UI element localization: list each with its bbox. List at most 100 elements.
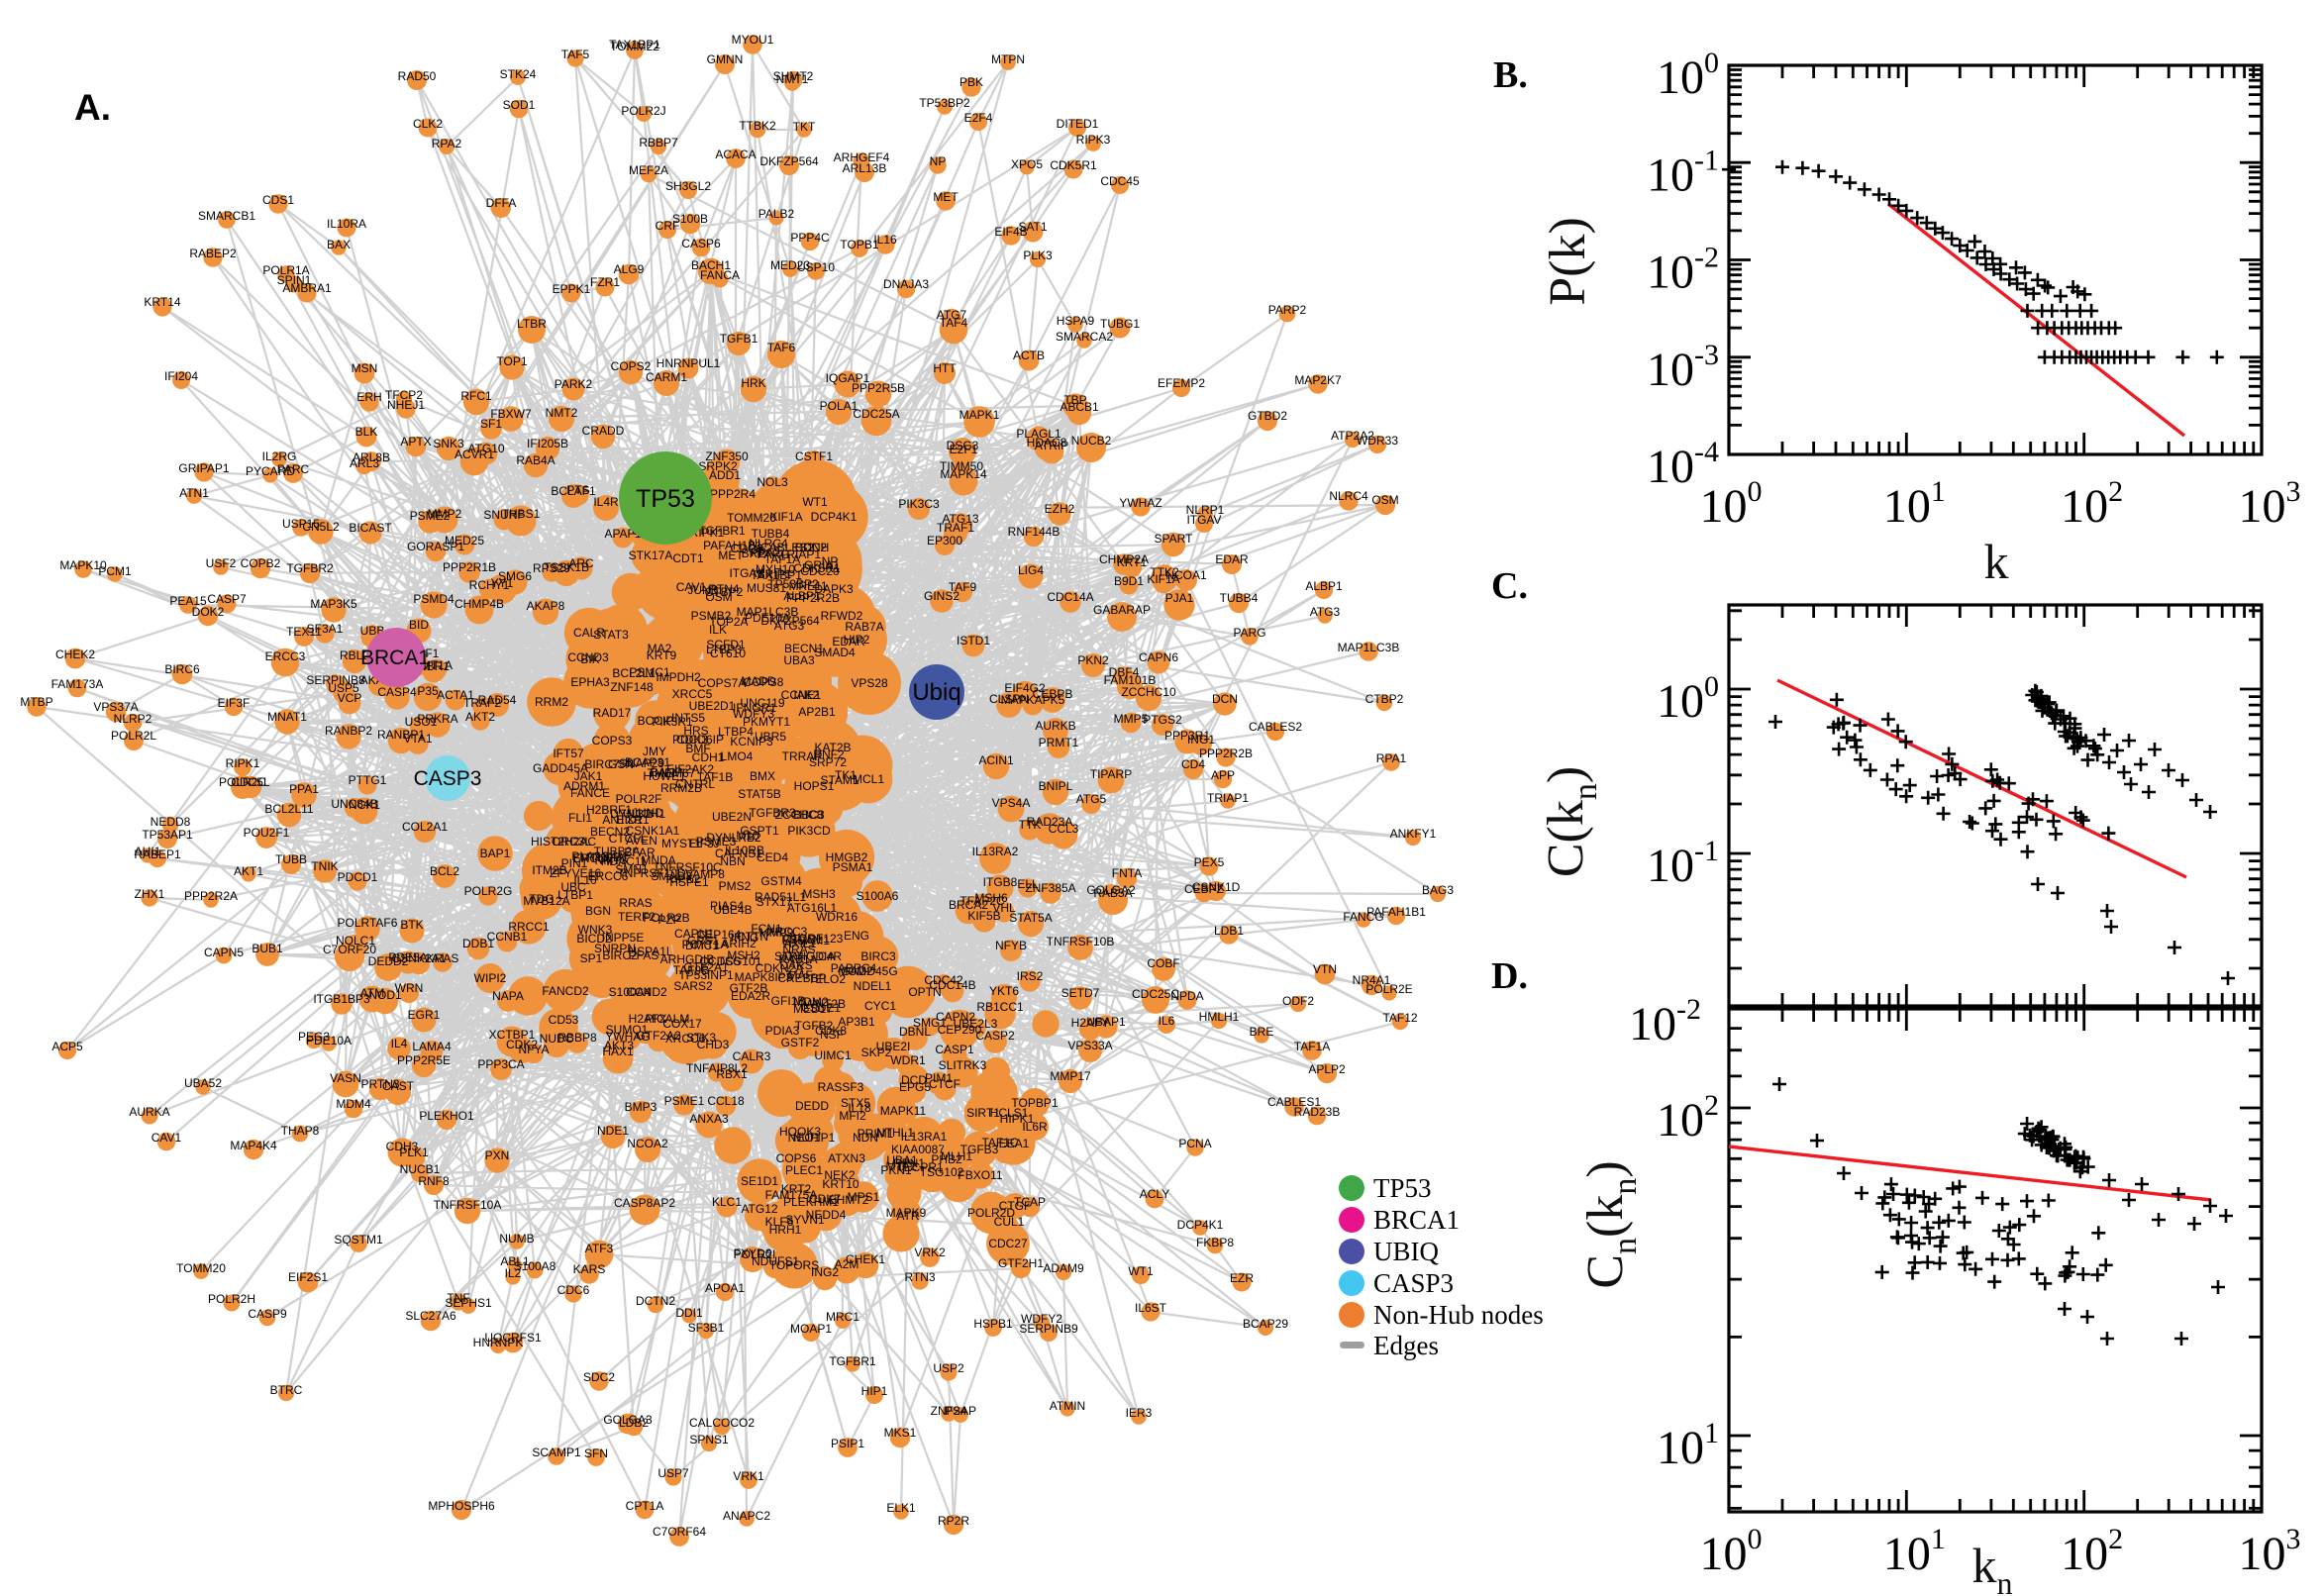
svg-text:PLEC1: PLEC1 [785,1163,823,1177]
svg-text:CDC45: CDC45 [1100,174,1140,188]
svg-text:DCTN2: DCTN2 [636,1294,675,1308]
svg-text:ELL: ELL [1017,877,1039,891]
svg-text:NLRP2: NLRP2 [114,712,152,726]
svg-text:ITGAV: ITGAV [729,566,763,580]
svg-text:IL10RA: IL10RA [327,217,366,231]
svg-text:OSM: OSM [705,590,732,604]
svg-text:XRCC6: XRCC6 [665,1032,706,1046]
svg-text:UBIQ: UBIQ [1373,1237,1439,1266]
svg-text:MNDA: MNDA [641,853,675,867]
svg-text:BFAR: BFAR [624,846,656,859]
svg-text:FAM101B: FAM101B [1104,673,1157,687]
svg-text:XRCC5: XRCC5 [672,687,713,701]
svg-text:CABLES2: CABLES2 [1249,720,1302,734]
svg-text:FANCD2: FANCD2 [542,984,589,998]
svg-text:IL6: IL6 [1159,1014,1175,1028]
svg-text:LRSAM1: LRSAM1 [782,934,830,948]
svg-text:CDC27: CDC27 [988,1237,1028,1250]
svg-text:EGR1: EGR1 [408,1008,441,1022]
svg-text:CCND2: CCND2 [626,985,667,999]
svg-text:MA2: MA2 [648,642,672,655]
svg-text:CDC14B: CDC14B [929,978,975,992]
svg-text:PKMYT1: PKMYT1 [743,715,790,729]
svg-text:TNFRSF10B: TNFRSF10B [1047,935,1115,948]
svg-text:TNF: TNF [447,1291,469,1305]
svg-text:KRT9: KRT9 [647,648,677,662]
svg-text:DDI1: DDI1 [675,1306,703,1320]
svg-text:ANTXR1: ANTXR1 [602,813,650,827]
svg-text:USF2: USF2 [206,556,237,570]
svg-text:TAF1B: TAF1B [697,770,733,784]
svg-text:RIPK2: RIPK2 [666,872,701,886]
svg-text:EIF4B: EIF4B [994,225,1027,239]
svg-text:PARK2: PARK2 [555,377,593,391]
svg-text:OSM: OSM [1371,493,1398,507]
svg-text:WDFY3: WDFY3 [733,707,774,721]
svg-text:SERPINB8: SERPINB8 [306,673,365,687]
svg-text:Edges: Edges [1373,1331,1439,1360]
svg-text:MKS1: MKS1 [884,1426,917,1440]
svg-text:SE1D1: SE1D1 [741,1174,778,1188]
svg-text:ATG16L1: ATG16L1 [787,901,838,915]
svg-text:COBF: COBF [1147,956,1179,970]
svg-text:ULK1: ULK1 [623,807,653,821]
svg-text:E2F4: E2F4 [964,111,993,125]
svg-text:TAF6: TAF6 [767,341,796,354]
svg-text:RRCC1: RRCC1 [508,920,550,934]
svg-text:ARHGEF4: ARHGEF4 [834,150,890,164]
svg-text:C.: C. [1491,565,1528,607]
svg-text:CSNK2A1: CSNK2A1 [392,951,447,965]
svg-text:YWHAZ: YWHAZ [1119,496,1162,510]
svg-text:JAK2: JAK2 [791,688,820,702]
svg-text:CEP164: CEP164 [697,928,742,942]
svg-text:CAPN5: CAPN5 [204,946,244,959]
svg-text:KAT2B: KAT2B [814,741,851,754]
svg-text:PRKRA: PRKRA [417,712,457,726]
svg-text:PPP2R5E: PPP2R5E [397,1053,451,1067]
svg-text:S100A8: S100A8 [514,1259,556,1273]
svg-text:FXYD6: FXYD6 [734,1247,772,1260]
svg-text:NRAS: NRAS [782,943,815,956]
svg-text:RRM2: RRM2 [535,695,568,709]
svg-text:COX17: COX17 [662,1017,702,1031]
svg-text:CAPN1: CAPN1 [674,927,714,941]
svg-text:AKT2: AKT2 [465,710,495,724]
svg-text:WIPI2: WIPI2 [474,971,507,985]
svg-text:NDEL1: NDEL1 [854,979,892,993]
svg-text:CDK7: CDK7 [809,1192,841,1206]
svg-text:ILK: ILK [709,623,727,637]
svg-text:GSTF2: GSTF2 [781,1036,820,1049]
svg-text:KRT10: KRT10 [822,1177,858,1191]
svg-text:RBX1: RBX1 [716,1067,748,1081]
svg-text:TOMM22: TOMM22 [610,40,659,53]
svg-text:PDCD6IP: PDCD6IP [672,733,724,747]
svg-text:MAP4K4: MAP4K4 [230,1139,277,1152]
svg-text:C1ORF123: C1ORF123 [783,932,844,946]
svg-text:GINS2: GINS2 [924,589,960,603]
svg-text:SPART: SPART [1155,532,1194,546]
svg-text:SMG6: SMG6 [498,569,532,583]
svg-text:ERCC2: ERCC2 [573,851,614,865]
svg-text:TERF2: TERF2 [618,910,656,924]
svg-text:CDC6: CDC6 [731,542,763,555]
svg-text:PDCD1: PDCD1 [338,870,378,884]
svg-text:UBA3: UBA3 [783,653,815,667]
svg-text:TSG102: TSG102 [920,1165,964,1179]
svg-text:SMARCB1: SMARCB1 [198,209,255,223]
svg-text:GRIPAP1: GRIPAP1 [178,461,229,475]
svg-text:BMF: BMF [685,742,710,755]
svg-text:INPP5E: INPP5E [602,931,645,945]
svg-text:100: 100 [1700,1523,1763,1580]
svg-text:MAPK1: MAPK1 [960,408,1000,422]
svg-text:UBAP1: UBAP1 [1086,1015,1126,1029]
svg-text:BNIPL: BNIPL [1039,779,1073,793]
svg-text:DKFZP564: DKFZP564 [759,154,819,168]
svg-text:ATG12: ATG12 [741,1202,777,1216]
svg-text:CDK5R1: CDK5R1 [1050,158,1097,172]
svg-text:LTBP3: LTBP3 [706,643,742,656]
svg-text:TELO2: TELO2 [808,972,846,986]
svg-text:AP3B1: AP3B1 [838,1015,875,1029]
svg-text:KRT1: KRT1 [1117,555,1148,569]
svg-text:P35: P35 [417,684,439,698]
svg-text:TAF1A: TAF1A [1294,1040,1330,1053]
